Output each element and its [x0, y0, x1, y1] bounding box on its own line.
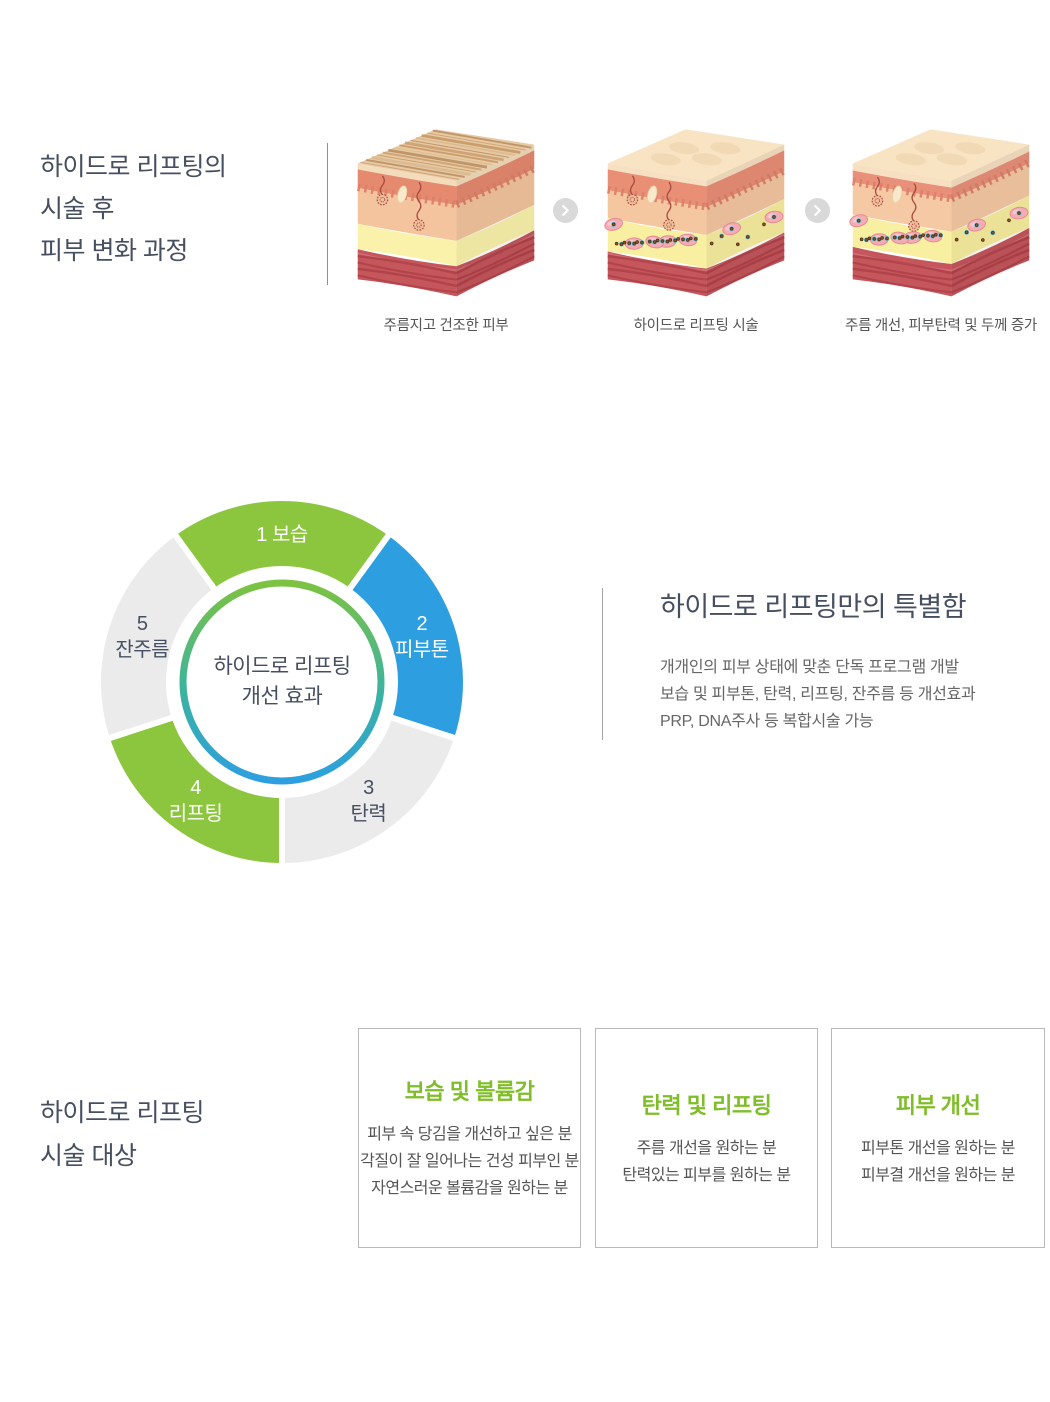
description-line: 보습 및 피부톤, 탄력, 리프팅, 잔주름 등 개선효과: [660, 686, 976, 703]
description-line: 개개인의 피부 상태에 맞춘 단독 프로그램 개발: [660, 659, 959, 676]
special-points-heading: 하이드로 리프팅만의 특별함: [660, 592, 967, 622]
step-caption: 주름 개선, 피부탄력 및 두께 증가: [845, 318, 1037, 334]
center-gradient-ring: [179, 579, 385, 785]
donut-segment-label-피부톤: 2 피부톤: [394, 612, 449, 661]
card-line: 피부 속 당김을 개선하고 싶은 분: [367, 1126, 572, 1143]
targets-section-title: 하이드로 리프팅 시술 대상: [40, 1092, 204, 1178]
donut-segment-잔주름: [95, 530, 219, 742]
card-title: 피부 개선: [895, 1092, 981, 1118]
chevron-right-icon: [805, 198, 830, 223]
process-title-line2: 시술 후: [40, 195, 114, 223]
chevron-right-icon: [553, 198, 578, 223]
targets-title-line1: 하이드로 리프팅: [40, 1099, 204, 1127]
targets-title-line2: 시술 대상: [40, 1142, 137, 1170]
card-line: 피부톤 개선을 원하는 분: [860, 1139, 1016, 1157]
skin-diagram-dry: [330, 118, 562, 304]
card-line: 피부결 개선을 원하는 분: [860, 1166, 1016, 1184]
description-line: PRP, DNA주사 등 복합시술 가능: [660, 713, 874, 730]
donut-segment-label-잔주름: 5 잔주름: [115, 612, 170, 661]
process-step-dry-skin: 주름지고 건조한 피부: [330, 118, 562, 335]
card-line: 주름 개선을 원하는 분: [636, 1139, 777, 1157]
vertical-divider: [327, 143, 328, 285]
step-caption: 하이드로 리프팅 시술: [633, 318, 759, 334]
skin-cube-illustration: [357, 129, 536, 297]
donut-center-label: 하이드로 리프팅 개선 효과: [213, 655, 351, 708]
skin-cube-illustration: [849, 129, 1031, 297]
process-step-treatment: 하이드로 리프팅 시술: [580, 118, 812, 335]
skin-cube-illustration: [604, 129, 786, 297]
process-title-line3: 피부 변화 과정: [40, 237, 188, 265]
donut-chart-svg: [95, 495, 469, 869]
skin-diagram-improved: [825, 118, 1050, 304]
card-line: 탄력있는 피부를 원하는 분: [622, 1166, 791, 1184]
donut-segment-label-탄력: 3 탄력: [350, 776, 387, 825]
donut-segment-label-리프팅: 4 리프팅: [168, 776, 223, 825]
skin-diagram-treated: [580, 118, 812, 304]
card-line: 각질이 잘 일어나는 건성 피부인 분: [360, 1153, 579, 1170]
vertical-divider: [602, 588, 603, 740]
card-title: 보습 및 볼륨감: [404, 1079, 535, 1104]
process-title-line1: 하이드로 리프팅의: [40, 153, 227, 181]
process-step-improved: 주름 개선, 피부탄력 및 두께 증가: [825, 118, 1050, 335]
special-points-block: 하이드로 리프팅만의 특별함 개개인의 피부 상태에 맞춘 단독 프로그램 개발…: [660, 585, 976, 735]
card-line: 자연스러운 볼륨감을 원하는 분: [371, 1180, 568, 1197]
donut-segment-label-보습: 1 보습: [256, 524, 308, 546]
process-section-title: 하이드로 리프팅의 시술 후 피부 변화 과정: [40, 146, 227, 272]
step-caption: 주름지고 건조한 피부: [383, 318, 509, 334]
card-title: 탄력 및 리프팅: [641, 1092, 772, 1118]
special-points-description: 개개인의 피부 상태에 맞춘 단독 프로그램 개발 보습 및 피부톤, 탄력, …: [660, 654, 976, 735]
